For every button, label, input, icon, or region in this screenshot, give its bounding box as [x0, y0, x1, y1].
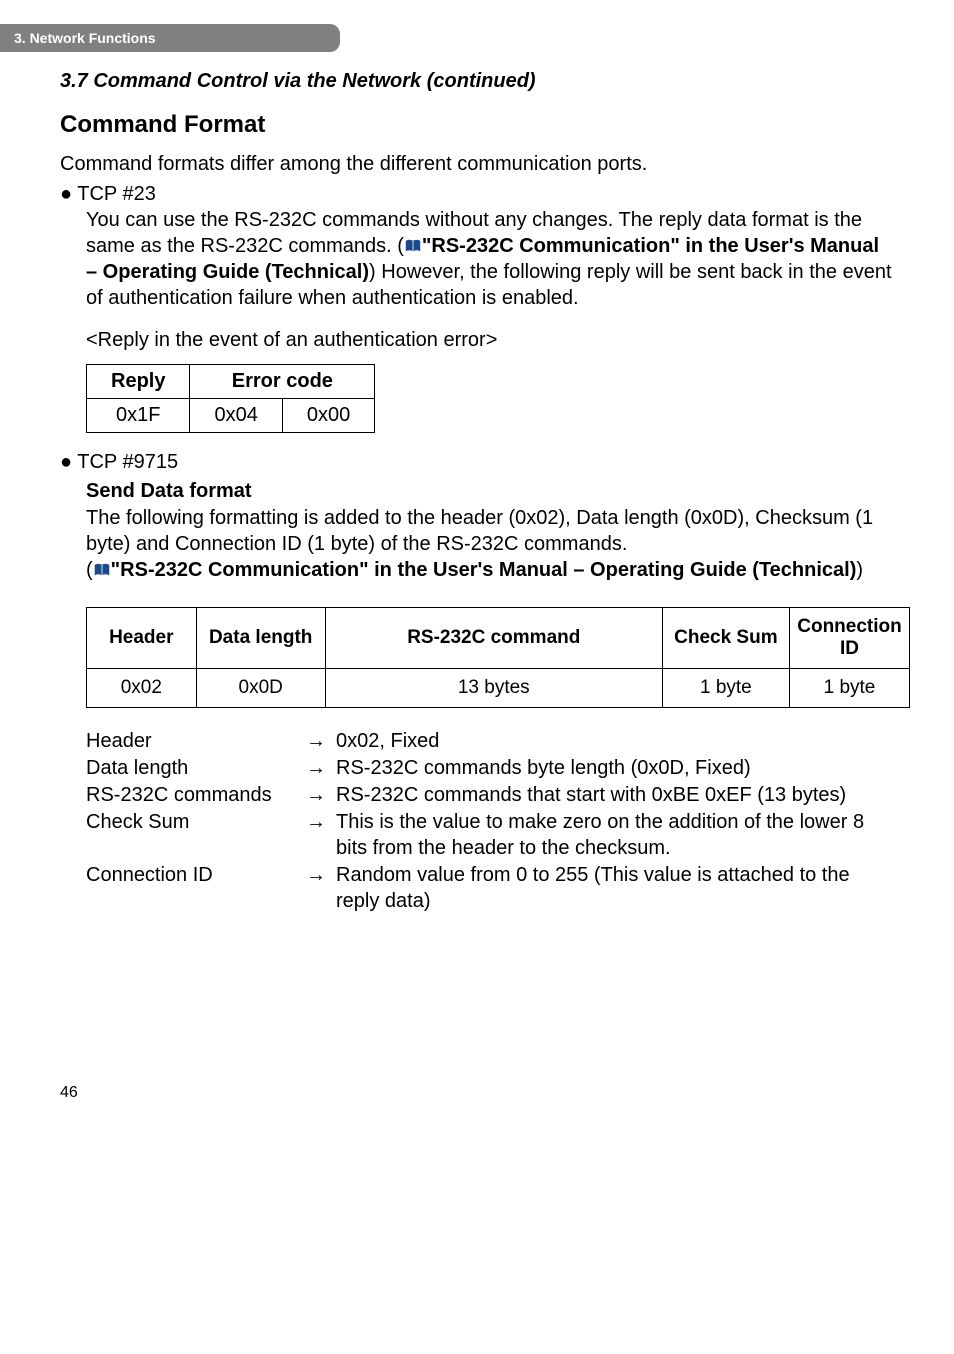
def-term: RS-232C commands [86, 782, 306, 808]
command-format-heading: Command Format [60, 111, 894, 139]
arrow-icon: → [306, 862, 336, 888]
intro-text: Command formats differ among the differe… [60, 151, 894, 177]
def-term: Check Sum [86, 809, 306, 835]
send-data-ref: "RS-232C Communication" in the User's Ma… [111, 559, 857, 581]
send-data-open: ( [86, 559, 93, 581]
definitions: Header → 0x02, Fixed Data length → RS-23… [86, 728, 894, 914]
arrow-icon: → [306, 728, 336, 754]
format-table-header: Header [87, 608, 197, 669]
def-term: Data length [86, 755, 306, 781]
tcp9715-bullet: ● TCP #9715 [60, 451, 894, 474]
send-data-body: The following formatting is added to the… [86, 507, 873, 555]
format-table-header: Connection ID [790, 608, 910, 669]
def-desc: RS-232C commands byte length (0x0D, Fixe… [336, 755, 894, 781]
subsection-title: 3.7 Command Control via the Network (con… [60, 70, 894, 93]
format-table-cell: 1 byte [790, 669, 910, 708]
section-banner: 3. Network Functions [0, 24, 340, 52]
format-table-header: Check Sum [662, 608, 789, 669]
format-table-cell: 0x0D [196, 669, 325, 708]
format-table-cell: 0x02 [87, 669, 197, 708]
tcp23-bullet: ● TCP #23 [60, 181, 894, 207]
def-desc: RS-232C commands that start with 0xBE 0x… [336, 782, 894, 808]
def-desc: 0x02, Fixed [336, 728, 894, 754]
tcp23-block: You can use the RS-232C commands without… [86, 207, 894, 311]
format-table-header: Data length [196, 608, 325, 669]
book-icon [404, 234, 422, 248]
reply-table-cell: 0x00 [282, 399, 374, 433]
def-desc: Random value from 0 to 255 (This value i… [336, 862, 894, 914]
format-table-cell: 13 bytes [325, 669, 662, 708]
reply-table-header: Reply [87, 365, 190, 399]
page-number: 46 [60, 1084, 894, 1102]
reply-table: Reply Error code 0x1F 0x04 0x00 [86, 364, 375, 433]
reply-table-cell: 0x04 [190, 399, 282, 433]
format-table-header: RS-232C command [325, 608, 662, 669]
reply-caption: <Reply in the event of an authentication… [86, 329, 894, 352]
def-row: Header → 0x02, Fixed [86, 728, 894, 754]
arrow-icon: → [306, 782, 336, 808]
book-icon [93, 558, 111, 572]
send-data-block: The following formatting is added to the… [86, 505, 894, 583]
def-row: Check Sum → This is the value to make ze… [86, 809, 894, 861]
reply-table-cell: 0x1F [87, 399, 190, 433]
format-table: Header Data length RS-232C command Check… [86, 607, 910, 708]
format-table-cell: 1 byte [662, 669, 789, 708]
def-row: RS-232C commands → RS-232C commands that… [86, 782, 894, 808]
send-data-close: ) [856, 559, 863, 581]
def-row: Connection ID → Random value from 0 to 2… [86, 862, 894, 914]
tcp23-close: ) [369, 261, 376, 283]
def-desc: This is the value to make zero on the ad… [336, 809, 894, 861]
def-term: Connection ID [86, 862, 306, 888]
arrow-icon: → [306, 755, 336, 781]
def-row: Data length → RS-232C commands byte leng… [86, 755, 894, 781]
reply-table-header: Error code [190, 365, 375, 399]
def-term: Header [86, 728, 306, 754]
arrow-icon: → [306, 809, 336, 835]
send-data-title: Send Data format [86, 480, 894, 503]
